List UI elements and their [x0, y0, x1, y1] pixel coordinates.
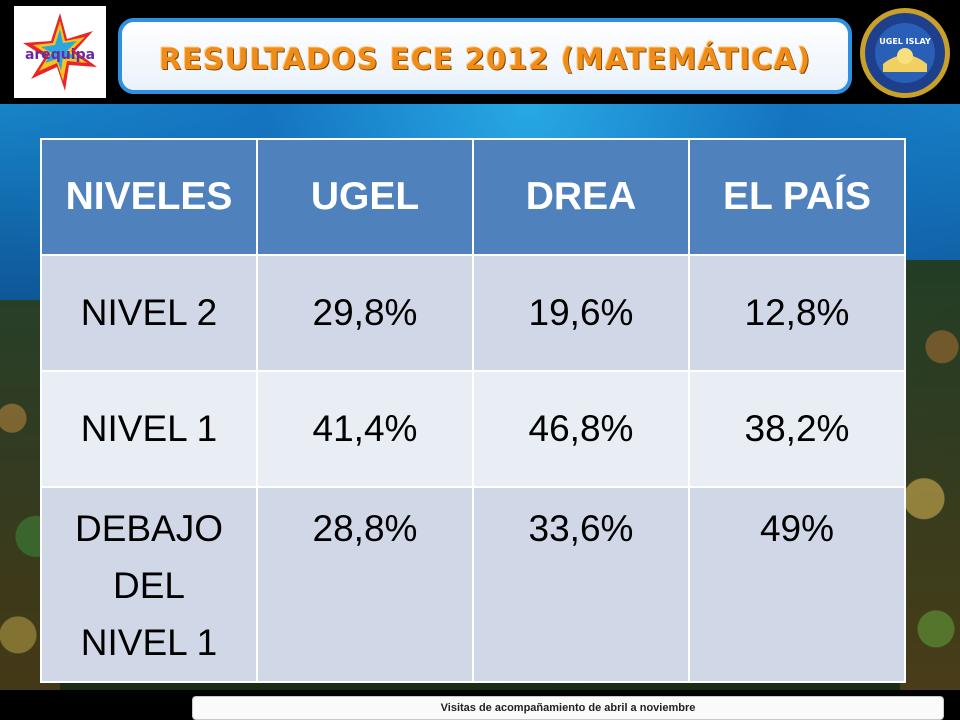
cell-level: NIVEL 2 [40, 254, 258, 372]
table-row: DEBAJO DEL NIVEL 1 28,8% 33,6% 49% [40, 486, 906, 683]
cell-pais: 38,2% [688, 370, 906, 488]
header-drea: DREA [472, 138, 690, 256]
title-banner: RESULTADOS ECE 2012 (MATEMÁTICA) [118, 18, 852, 94]
header-niveles: NIVELES [40, 138, 258, 256]
coral-reef-right [900, 260, 960, 694]
svg-text:arequipa: arequipa [25, 47, 95, 63]
cell-pais: 49% [688, 486, 906, 683]
level-line: DEBAJO [74, 508, 224, 549]
cell-drea: 19,6% [472, 254, 690, 372]
header-el-pais: EL PAÍS [688, 138, 906, 256]
cell-ugel: 29,8% [256, 254, 474, 372]
footer-text: Visitas de acompañamiento de abril a nov… [440, 702, 696, 714]
cell-ugel: 28,8% [256, 486, 474, 683]
footer-caption: Visitas de acompañamiento de abril a nov… [192, 696, 944, 720]
level-line: DEL [113, 565, 185, 606]
cell-ugel: 41,4% [256, 370, 474, 488]
header-ugel: UGEL [256, 138, 474, 256]
results-table: NIVELES UGEL DREA EL PAÍS NIVEL 2 29,8% … [40, 138, 906, 683]
ugel-islay-seal: UGEL ISLAY [858, 6, 952, 100]
ugel-seal-icon: UGEL ISLAY [860, 8, 950, 98]
page-title: RESULTADOS ECE 2012 (MATEMÁTICA) [158, 42, 812, 76]
cell-pais: 12,8% [688, 254, 906, 372]
level-line: NIVEL 1 [80, 622, 218, 663]
cell-drea: 33,6% [472, 486, 690, 683]
table-row: NIVEL 2 29,8% 19,6% 12,8% [40, 254, 906, 372]
svg-text:UGEL ISLAY: UGEL ISLAY [879, 37, 931, 46]
cell-level: NIVEL 1 [40, 370, 258, 488]
table-header-row: NIVELES UGEL DREA EL PAÍS [40, 138, 906, 256]
table-row: NIVEL 1 41,4% 46,8% 38,2% [40, 370, 906, 488]
cell-level: DEBAJO DEL NIVEL 1 [40, 486, 258, 683]
cell-drea: 46,8% [472, 370, 690, 488]
arequipa-star-icon: arequipa [23, 13, 97, 91]
arequipa-logo: arequipa [14, 6, 106, 98]
